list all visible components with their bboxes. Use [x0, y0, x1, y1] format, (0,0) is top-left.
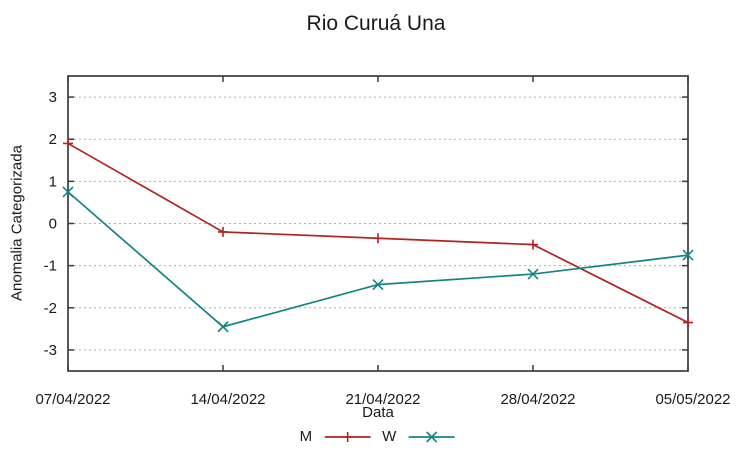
- y-tick-label: 2: [49, 131, 57, 148]
- x-tick-label: 21/04/2022: [345, 391, 420, 408]
- plus-marker: [63, 138, 73, 149]
- plus-marker: [218, 226, 228, 237]
- x-tick-label: 28/04/2022: [500, 391, 575, 408]
- series-line-m: [67, 142, 689, 324]
- cross-marker: [682, 249, 694, 261]
- cross-marker: [372, 279, 384, 291]
- cross-marker: [217, 321, 229, 333]
- cross-marker: [425, 431, 437, 443]
- series-line-w: [67, 191, 689, 328]
- plus-marker: [528, 239, 538, 250]
- y-tick-label: -1: [44, 258, 57, 275]
- legend-swatch-m: [324, 432, 371, 442]
- x-tick-label: 05/05/2022: [655, 391, 730, 408]
- x-tick-label: 14/04/2022: [190, 391, 265, 408]
- plot-border: [67, 75, 689, 372]
- x-tick-label: 07/04/2022: [35, 391, 110, 408]
- y-tick-label: -3: [44, 342, 57, 359]
- x-axis-label: Data: [362, 404, 394, 421]
- chart-title: Rio Curuá Una: [306, 12, 446, 35]
- plus-marker: [683, 317, 693, 328]
- cross-marker: [527, 268, 539, 280]
- cross-marker: [62, 186, 74, 198]
- y-tick-label: 3: [49, 89, 57, 106]
- y-tick-label: 0: [49, 216, 57, 233]
- legend-swatch-w: [408, 431, 455, 443]
- plus-marker: [373, 233, 383, 244]
- y-tick-label: 1: [49, 173, 57, 190]
- legend-label-w: W: [382, 428, 397, 445]
- plus-marker: [342, 432, 353, 442]
- legend-label-m: M: [299, 428, 313, 445]
- y-tick-label: -2: [44, 300, 57, 317]
